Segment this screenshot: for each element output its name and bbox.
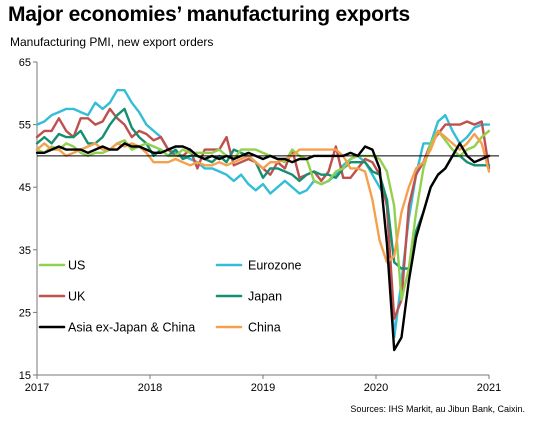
series-line-japan [35,107,491,270]
chart-title: Major economies’ manufacturing exports [8,3,410,26]
legend-label-china: China [248,321,281,335]
legend-label-us: US [68,259,85,273]
series-line-uk [35,107,491,320]
y-tick-label: 65 [19,57,31,69]
x-tick-label: 2020 [364,382,388,394]
chart-subtitle: Manufacturing PMI, new export orders [10,35,214,49]
x-tick-label: 2017 [25,382,49,394]
chart-source: Sources: IHS Markit, au Jibun Bank, Caix… [350,404,525,414]
legend-label-japan: Japan [248,290,282,304]
series-line-asia-ex-japan-china [35,142,491,352]
y-tick-label: 45 [19,182,31,194]
y-tick-label: 55 [19,120,31,132]
x-tick-label: 2019 [251,382,275,394]
y-tick-label: 15 [19,370,31,382]
y-tick-label: 35 [19,245,31,257]
x-tick-label: 2018 [138,382,162,394]
legend-label-uk: UK [68,290,86,304]
legend-label-eurozone: Eurozone [248,259,302,273]
series-line-china [35,129,491,264]
legend-label-asia-ex-japan-china: Asia ex-Japan & China [68,321,195,335]
x-tick-label: 2021 [477,382,501,394]
y-tick-label: 25 [19,307,31,319]
